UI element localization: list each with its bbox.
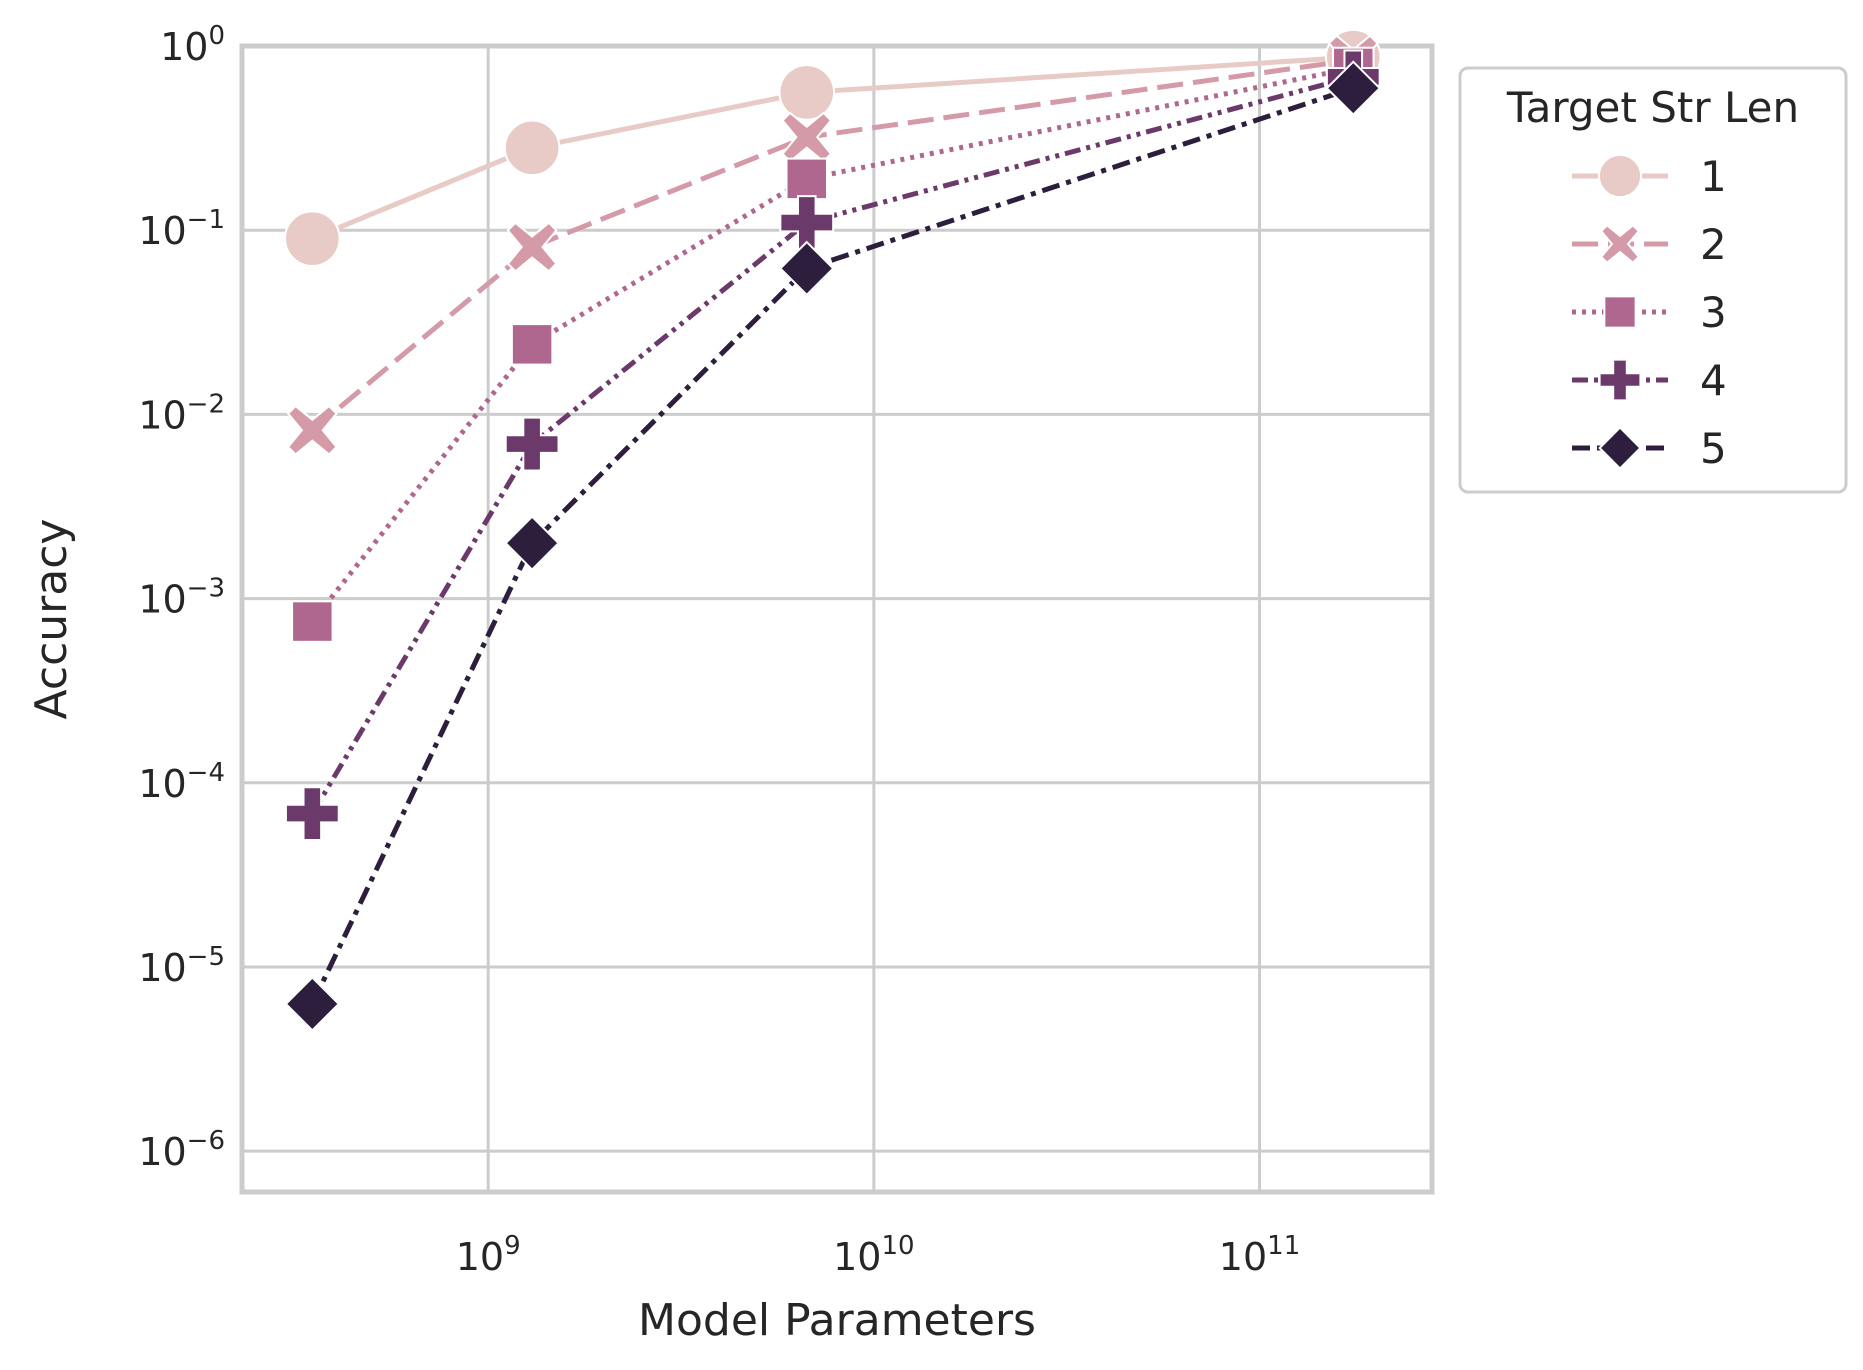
point-s4-1 xyxy=(504,416,560,472)
legend-label-3: 3 xyxy=(1700,288,1727,337)
series-5 xyxy=(284,60,1382,1032)
point-s1-2 xyxy=(778,64,836,121)
point-s5-2 xyxy=(778,240,835,297)
point-s3-1 xyxy=(510,323,554,366)
y-axis-label: Accuracy xyxy=(26,519,77,720)
point-s1-0 xyxy=(284,210,341,267)
point-s3-0 xyxy=(291,600,334,643)
point-s3-2 xyxy=(785,157,829,201)
legend-item-4: 4 xyxy=(1572,356,1727,405)
series-line-4 xyxy=(310,74,1354,815)
x-tick-label-1: 1010 xyxy=(833,1231,914,1279)
point-s5-0 xyxy=(284,976,341,1032)
y-tick-label-3: 10−3 xyxy=(138,574,225,622)
point-s4-2 xyxy=(779,195,835,250)
point-s2-0 xyxy=(286,404,338,456)
point-s5-3 xyxy=(1325,60,1382,117)
plot-frame xyxy=(239,43,1435,1195)
legend-item-5: 5 xyxy=(1572,424,1727,473)
legend-box xyxy=(1458,66,1848,494)
y-tick-label-4: 10−2 xyxy=(138,389,225,437)
point-s2-1 xyxy=(506,221,558,273)
x-tick-label-2: 1011 xyxy=(1219,1231,1300,1279)
point-s1-1 xyxy=(503,119,561,177)
legend-label-1: 1 xyxy=(1700,152,1727,201)
legend-title: Target Str Len xyxy=(1506,83,1799,132)
legend-label-2: 2 xyxy=(1700,220,1727,269)
legend-label-4: 4 xyxy=(1700,356,1727,405)
point-s5-1 xyxy=(504,515,560,571)
legend-item-2: 2 xyxy=(1572,220,1727,269)
x-tick-labels: 109 1010 1011 xyxy=(456,1231,1301,1279)
x-axis-label: Model Parameters xyxy=(638,1295,1036,1346)
legend-marker-5 xyxy=(1598,426,1642,470)
y-tick-label-5: 10−1 xyxy=(138,205,225,253)
legend-marker-3 xyxy=(1603,295,1637,329)
y-tick-label-0: 10−6 xyxy=(138,1126,225,1174)
legend-marker-1 xyxy=(1597,153,1643,199)
series-line-3 xyxy=(310,65,1354,624)
legend-items: 1 2 3 4 5 xyxy=(1572,152,1727,473)
series-line-5 xyxy=(310,85,1355,1005)
series-line-2 xyxy=(310,57,1354,433)
y-tick-labels: 10−6 10−5 10−4 10−3 10−2 10−1 100 xyxy=(138,21,225,1174)
legend-marker-2 xyxy=(1599,223,1641,265)
series-line-1 xyxy=(311,54,1354,241)
x-tick-label-0: 109 xyxy=(456,1231,521,1279)
legend-item-1: 1 xyxy=(1572,152,1727,201)
legend-item-3: 3 xyxy=(1572,288,1727,337)
y-tick-label-2: 10−4 xyxy=(138,758,225,806)
grid xyxy=(242,44,1432,1192)
y-tick-label-1: 10−5 xyxy=(138,942,225,990)
point-s4-0 xyxy=(284,786,340,842)
legend-marker-4 xyxy=(1598,358,1642,402)
y-tick-label-6: 100 xyxy=(160,21,225,69)
legend-label-5: 5 xyxy=(1700,424,1727,473)
series-group xyxy=(284,28,1382,1032)
legend: Target Str Len 1 2 3 4 5 xyxy=(1458,66,1848,494)
